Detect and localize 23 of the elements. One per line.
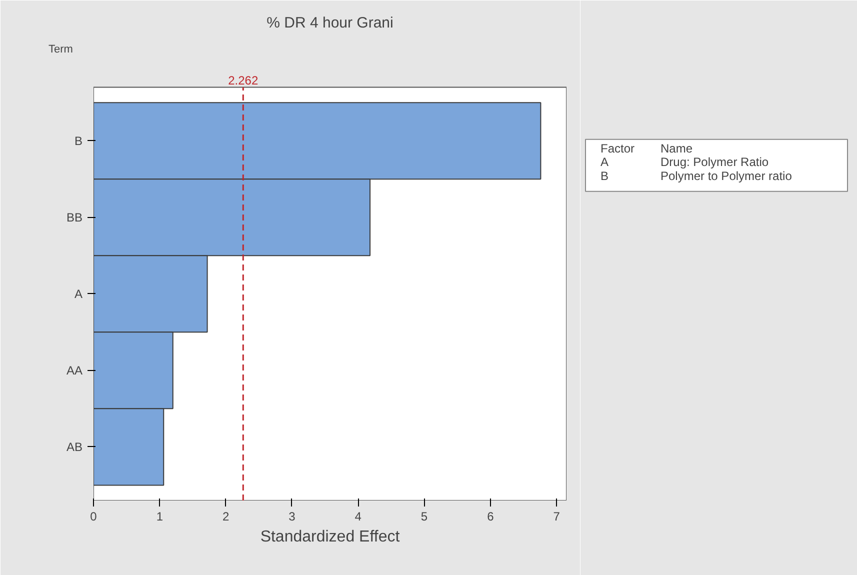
x-tick-label: 6 <box>487 510 494 524</box>
text: Factor <box>600 141 635 156</box>
x-axis-title: Standardized Effect <box>260 528 400 546</box>
ref-line-label: 2.262 <box>228 73 258 88</box>
text: Drug: Polymer Ratio <box>660 155 769 170</box>
x-tick-label: 2 <box>222 510 230 524</box>
text: A <box>600 155 609 170</box>
x-tick-label: 0 <box>90 510 98 524</box>
x-tick-label: 7 <box>553 510 560 524</box>
text: Polymer to Polymer ratio <box>660 168 792 183</box>
y-tick-label: A <box>74 286 83 301</box>
x-tick-label: 3 <box>288 510 296 524</box>
x-tick-label: 4 <box>354 510 362 524</box>
y-tick-label: BB <box>66 210 83 224</box>
y-axis-title: Term <box>48 44 73 56</box>
text: B <box>600 168 609 183</box>
x-tick-label: 5 <box>420 510 428 524</box>
chart-title: % DR 4 hour Grani <box>266 14 394 32</box>
text: Name <box>660 141 693 156</box>
y-tick-label: B <box>74 134 83 148</box>
x-tick-label: 1 <box>156 510 164 524</box>
y-tick-label: AB <box>66 440 83 454</box>
y-tick-label: AA <box>66 363 83 378</box>
